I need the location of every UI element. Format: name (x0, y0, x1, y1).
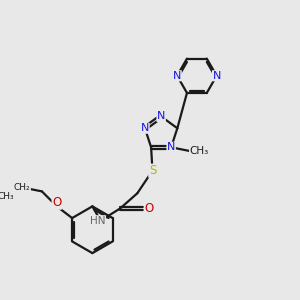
Text: N: N (212, 71, 221, 81)
Text: N: N (167, 142, 175, 152)
Text: O: O (144, 202, 154, 215)
Text: N: N (173, 71, 181, 81)
Text: CH₂: CH₂ (14, 183, 30, 192)
Text: CH₃: CH₃ (0, 192, 14, 201)
Text: S: S (149, 164, 156, 177)
Text: N: N (141, 123, 149, 133)
Text: CH₃: CH₃ (190, 146, 209, 156)
Text: HN: HN (90, 216, 106, 226)
Text: N: N (157, 112, 165, 122)
Text: O: O (52, 196, 62, 209)
